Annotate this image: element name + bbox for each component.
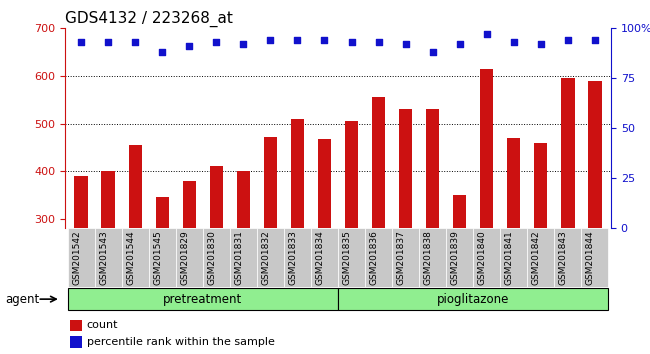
Point [103, 40, 114, 45]
Bar [344, 121, 358, 354]
Bar [561, 78, 575, 354]
Bar [176, 228, 203, 287]
Bar [291, 119, 304, 354]
Text: GSM201542: GSM201542 [72, 230, 81, 285]
Bar [183, 181, 196, 354]
Point [373, 40, 384, 45]
Point [400, 41, 411, 47]
Bar [230, 228, 257, 287]
Bar [399, 109, 412, 354]
Point [346, 40, 357, 45]
Bar [446, 228, 473, 287]
Bar [70, 320, 83, 331]
Bar [237, 171, 250, 354]
Bar [338, 288, 608, 310]
Bar [318, 139, 332, 354]
Bar [70, 336, 83, 348]
Point [184, 44, 194, 49]
Point [319, 38, 330, 43]
Text: GSM201836: GSM201836 [370, 230, 378, 285]
Text: GSM201835: GSM201835 [343, 230, 352, 285]
Point [157, 50, 168, 55]
Bar [75, 176, 88, 354]
Point [482, 32, 492, 37]
Bar [155, 198, 169, 354]
Text: GSM201838: GSM201838 [424, 230, 433, 285]
Text: GSM201843: GSM201843 [559, 230, 567, 285]
Bar [473, 228, 500, 287]
Bar [264, 137, 277, 354]
Text: GSM201829: GSM201829 [180, 230, 189, 285]
Bar [480, 69, 493, 354]
Bar [129, 145, 142, 354]
Text: GSM201833: GSM201833 [289, 230, 298, 285]
Text: GSM201841: GSM201841 [504, 230, 514, 285]
Bar [365, 228, 392, 287]
Text: pioglitazone: pioglitazone [437, 293, 510, 306]
Bar [554, 228, 581, 287]
Bar [149, 228, 176, 287]
Bar [209, 166, 223, 354]
Bar [500, 228, 527, 287]
Bar [534, 143, 547, 354]
Bar [581, 228, 608, 287]
Text: percentile rank within the sample: percentile rank within the sample [87, 337, 275, 347]
Text: GSM201839: GSM201839 [450, 230, 460, 285]
Text: GSM201842: GSM201842 [532, 230, 541, 285]
Bar [338, 228, 365, 287]
Bar [203, 228, 230, 287]
Text: GSM201544: GSM201544 [126, 230, 135, 285]
Point [76, 40, 86, 45]
Point [508, 40, 519, 45]
Bar [122, 228, 149, 287]
Bar [284, 228, 311, 287]
Point [265, 38, 276, 43]
Bar [95, 228, 122, 287]
Text: GSM201545: GSM201545 [153, 230, 162, 285]
Bar [68, 288, 338, 310]
Text: pretreatment: pretreatment [163, 293, 242, 306]
Bar [311, 228, 338, 287]
Point [590, 38, 600, 43]
Text: GSM201844: GSM201844 [586, 230, 595, 285]
Bar [426, 109, 439, 354]
Point [536, 41, 546, 47]
Bar [453, 195, 467, 354]
Bar [257, 228, 284, 287]
Bar [101, 171, 115, 354]
Bar [419, 228, 446, 287]
Bar [392, 228, 419, 287]
Bar [588, 81, 601, 354]
Bar [527, 228, 554, 287]
Text: agent: agent [5, 293, 40, 306]
Text: GSM201543: GSM201543 [99, 230, 109, 285]
Point [238, 41, 248, 47]
Text: GSM201831: GSM201831 [235, 230, 243, 285]
Text: GSM201834: GSM201834 [315, 230, 324, 285]
Text: count: count [87, 320, 118, 330]
Text: GSM201830: GSM201830 [207, 230, 216, 285]
Point [130, 40, 140, 45]
Text: GSM201837: GSM201837 [396, 230, 406, 285]
Text: GSM201840: GSM201840 [478, 230, 487, 285]
Point [211, 40, 222, 45]
Point [428, 50, 438, 55]
Text: GDS4132 / 223268_at: GDS4132 / 223268_at [65, 11, 233, 27]
Bar [507, 138, 521, 354]
Point [562, 38, 573, 43]
Point [454, 41, 465, 47]
Text: GSM201832: GSM201832 [261, 230, 270, 285]
Bar [68, 228, 95, 287]
Bar [372, 97, 385, 354]
Point [292, 38, 303, 43]
